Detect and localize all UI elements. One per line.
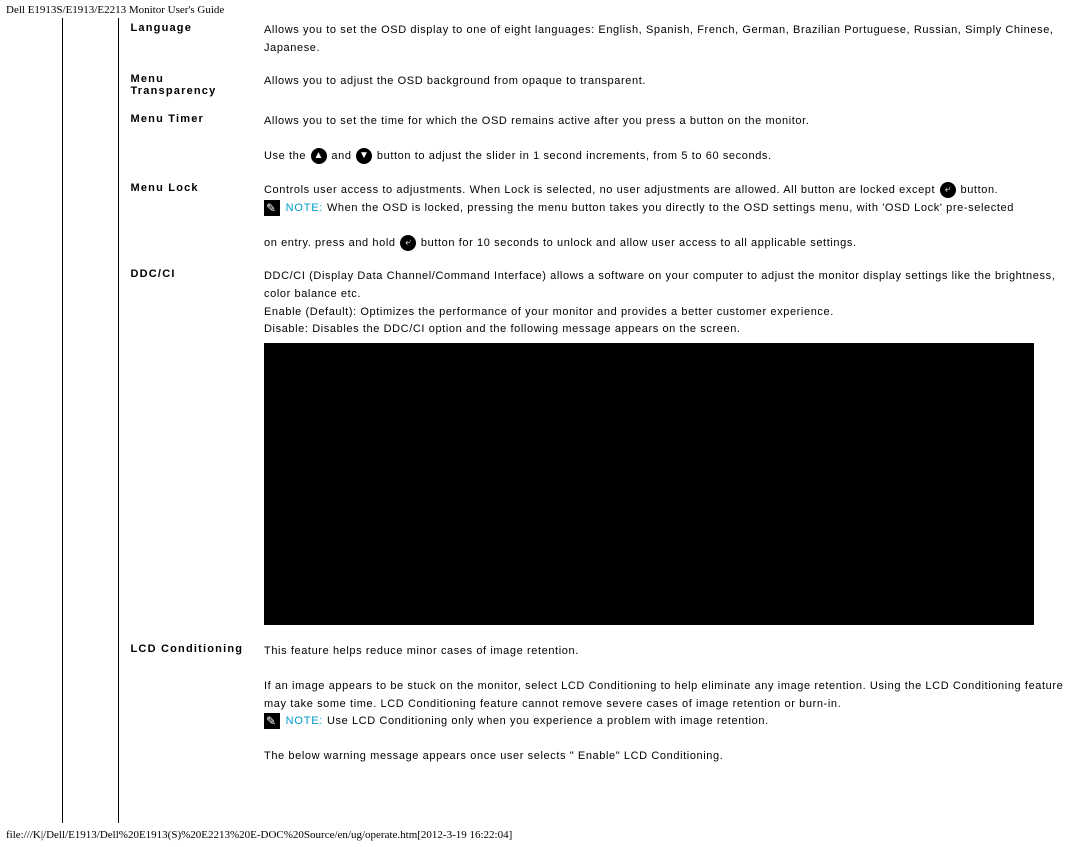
up-arrow-icon: ▲ xyxy=(311,148,327,164)
page-header: Dell E1913S/E1913/E2213 Monitor User's G… xyxy=(0,0,1080,18)
timer-text-2b: and xyxy=(331,150,355,162)
settings-table: Language Allows you to set the OSD displ… xyxy=(6,18,1074,823)
pencil-icon xyxy=(264,200,280,216)
ddcci-text-2: Enable (Default): Optimizes the performa… xyxy=(264,306,834,318)
back-icon: ⤶ xyxy=(940,182,956,198)
outer-spacer xyxy=(6,18,62,823)
timer-text-1: Allows you to set the time for which the… xyxy=(264,115,809,127)
pencil-icon-2 xyxy=(264,713,280,729)
lcd-text-2: If an image appears to be stuck on the m… xyxy=(264,680,1063,710)
label-ddcci: DDC/CI xyxy=(118,256,258,638)
label-language: Language xyxy=(118,18,258,61)
desc-lcd: This feature helps reduce minor cases of… xyxy=(258,639,1074,823)
desc-lock: Controls user access to adjustments. Whe… xyxy=(258,170,1074,256)
label-lock: Menu Lock xyxy=(118,170,258,256)
mid-spacer xyxy=(62,18,118,823)
label-timer: Menu Timer xyxy=(118,101,258,170)
lcd-text-3: The below warning message appears once u… xyxy=(264,750,723,762)
down-arrow-icon: ▼ xyxy=(356,148,372,164)
lock-text-2a: on entry. press and hold xyxy=(264,237,399,249)
lock-text-1b: button. xyxy=(961,184,999,196)
label-lcd: LCD Conditioning xyxy=(118,639,258,823)
note-label: NOTE: xyxy=(286,202,324,214)
ddcci-text-3: Disable: Disables the DDC/CI option and … xyxy=(264,323,741,335)
desc-transparency: Allows you to adjust the OSD background … xyxy=(258,61,1074,101)
ddcci-text-1: DDC/CI (Display Data Channel/Command Int… xyxy=(264,270,1055,300)
label-transparency: Menu Transparency xyxy=(118,61,258,101)
lock-text-1a: Controls user access to adjustments. Whe… xyxy=(264,184,939,196)
timer-text-2c: button to adjust the slider in 1 second … xyxy=(377,150,772,162)
content-area: Language Allows you to set the OSD displ… xyxy=(0,18,1080,823)
timer-text-2a: Use the xyxy=(264,150,310,162)
desc-timer: Allows you to set the time for which the… xyxy=(258,101,1074,170)
ddcci-screenshot-placeholder xyxy=(264,343,1034,625)
desc-language: Allows you to set the OSD display to one… xyxy=(258,18,1074,61)
lock-note-text: When the OSD is locked, pressing the men… xyxy=(327,202,1014,214)
lcd-note-text: Use LCD Conditioning only when you exper… xyxy=(327,715,769,727)
lcd-text-1: This feature helps reduce minor cases of… xyxy=(264,645,579,657)
lock-text-2b: button for 10 seconds to unlock and allo… xyxy=(421,237,857,249)
back-icon-2: ⤶ xyxy=(400,235,416,251)
desc-ddcci: DDC/CI (Display Data Channel/Command Int… xyxy=(258,256,1074,638)
note-label-2: NOTE: xyxy=(286,715,324,727)
page-footer: file:///K|/Dell/E1913/Dell%20E1913(S)%20… xyxy=(0,823,1080,847)
